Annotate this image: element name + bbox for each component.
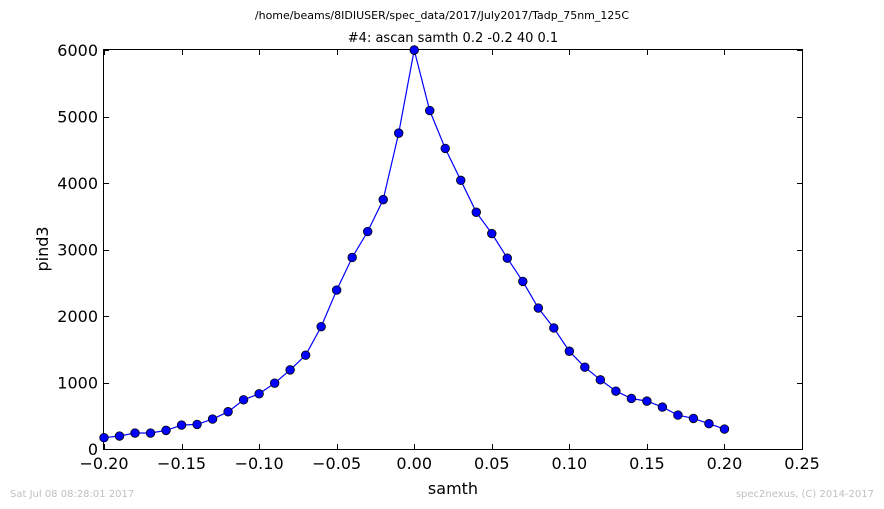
- data-point: [564, 346, 575, 356]
- x-tick-label: 0.00: [396, 454, 432, 473]
- data-point: [269, 378, 280, 388]
- data-point: [99, 432, 109, 443]
- x-tick-label: −0.10: [235, 454, 284, 473]
- data-point: [471, 207, 481, 217]
- data-point: [238, 395, 249, 405]
- data-point: [549, 323, 559, 333]
- plot-frame: [103, 49, 803, 450]
- x-tick-label: 0.05: [474, 454, 510, 473]
- data-point: [114, 431, 125, 441]
- y-tick-label: 0: [88, 440, 98, 459]
- x-tick-label: 0.10: [552, 454, 588, 473]
- data-point: [176, 420, 187, 430]
- chart-title: #4: ascan samth 0.2 -0.2 40 0.1: [347, 31, 559, 46]
- data-point: [657, 402, 668, 412]
- data-point: [487, 228, 497, 239]
- y-tick-label: 3000: [57, 241, 98, 260]
- data-point: [611, 386, 621, 396]
- data-point: [394, 128, 404, 138]
- y-tick-label: 6000: [57, 41, 98, 60]
- y-tick-label: 1000: [57, 374, 98, 393]
- data-point: [425, 105, 435, 116]
- x-tick-label: −0.05: [312, 454, 361, 473]
- data-point: [440, 143, 450, 154]
- y-axis-label: pind3: [33, 226, 52, 271]
- data-point: [518, 276, 528, 287]
- x-tick-label: −0.20: [79, 454, 128, 473]
- data-point: [704, 419, 714, 429]
- x-axis-label: samth: [428, 479, 478, 498]
- y-tick-label: 4000: [57, 174, 98, 193]
- data-point: [130, 428, 140, 438]
- x-tick-label: 0.25: [784, 454, 820, 473]
- data-point: [300, 350, 311, 360]
- data-point: [502, 253, 512, 263]
- file-path-title: /home/beams/8IDIUSER/spec_data/2017/July…: [254, 9, 630, 22]
- data-point: [161, 425, 171, 436]
- data-point: [595, 375, 606, 385]
- y-tick-label: 5000: [57, 108, 98, 127]
- data-point: [331, 285, 342, 295]
- data-point: [207, 414, 218, 424]
- data-point: [316, 321, 326, 332]
- series-group: [99, 45, 730, 443]
- x-tick-label: −0.15: [157, 454, 206, 473]
- data-point: [719, 424, 730, 434]
- data-point: [642, 396, 652, 406]
- y-ticks: 0 1000 2000 3000 4000 5000 6000: [57, 41, 802, 459]
- data-point: [145, 428, 156, 438]
- data-point: [223, 407, 233, 417]
- data-point: [456, 175, 466, 186]
- data-point: [533, 303, 544, 313]
- data-point: [688, 413, 699, 424]
- x-tick-label: 0.15: [629, 454, 665, 473]
- credit-footer: spec2nexus, (C) 2014-2017: [735, 489, 874, 500]
- data-point: [192, 419, 202, 430]
- x-ticks: −0.20 −0.15 −0.10 −0.05 0.00 0.05 0.10 0.15 0.20…: [79, 50, 820, 473]
- data-point: [254, 389, 264, 399]
- data-point: [378, 194, 388, 205]
- data-point: [626, 393, 637, 404]
- data-point: [409, 45, 419, 55]
- data-point: [673, 410, 683, 420]
- data-point: [285, 365, 295, 375]
- y-tick-label: 2000: [57, 307, 98, 326]
- timestamp-footer: Sat Jul 08 08:28:01 2017: [10, 489, 135, 500]
- x-tick-label: 0.20: [707, 454, 743, 473]
- data-point: [362, 226, 373, 237]
- data-point: [580, 362, 590, 372]
- data-point: [347, 252, 357, 263]
